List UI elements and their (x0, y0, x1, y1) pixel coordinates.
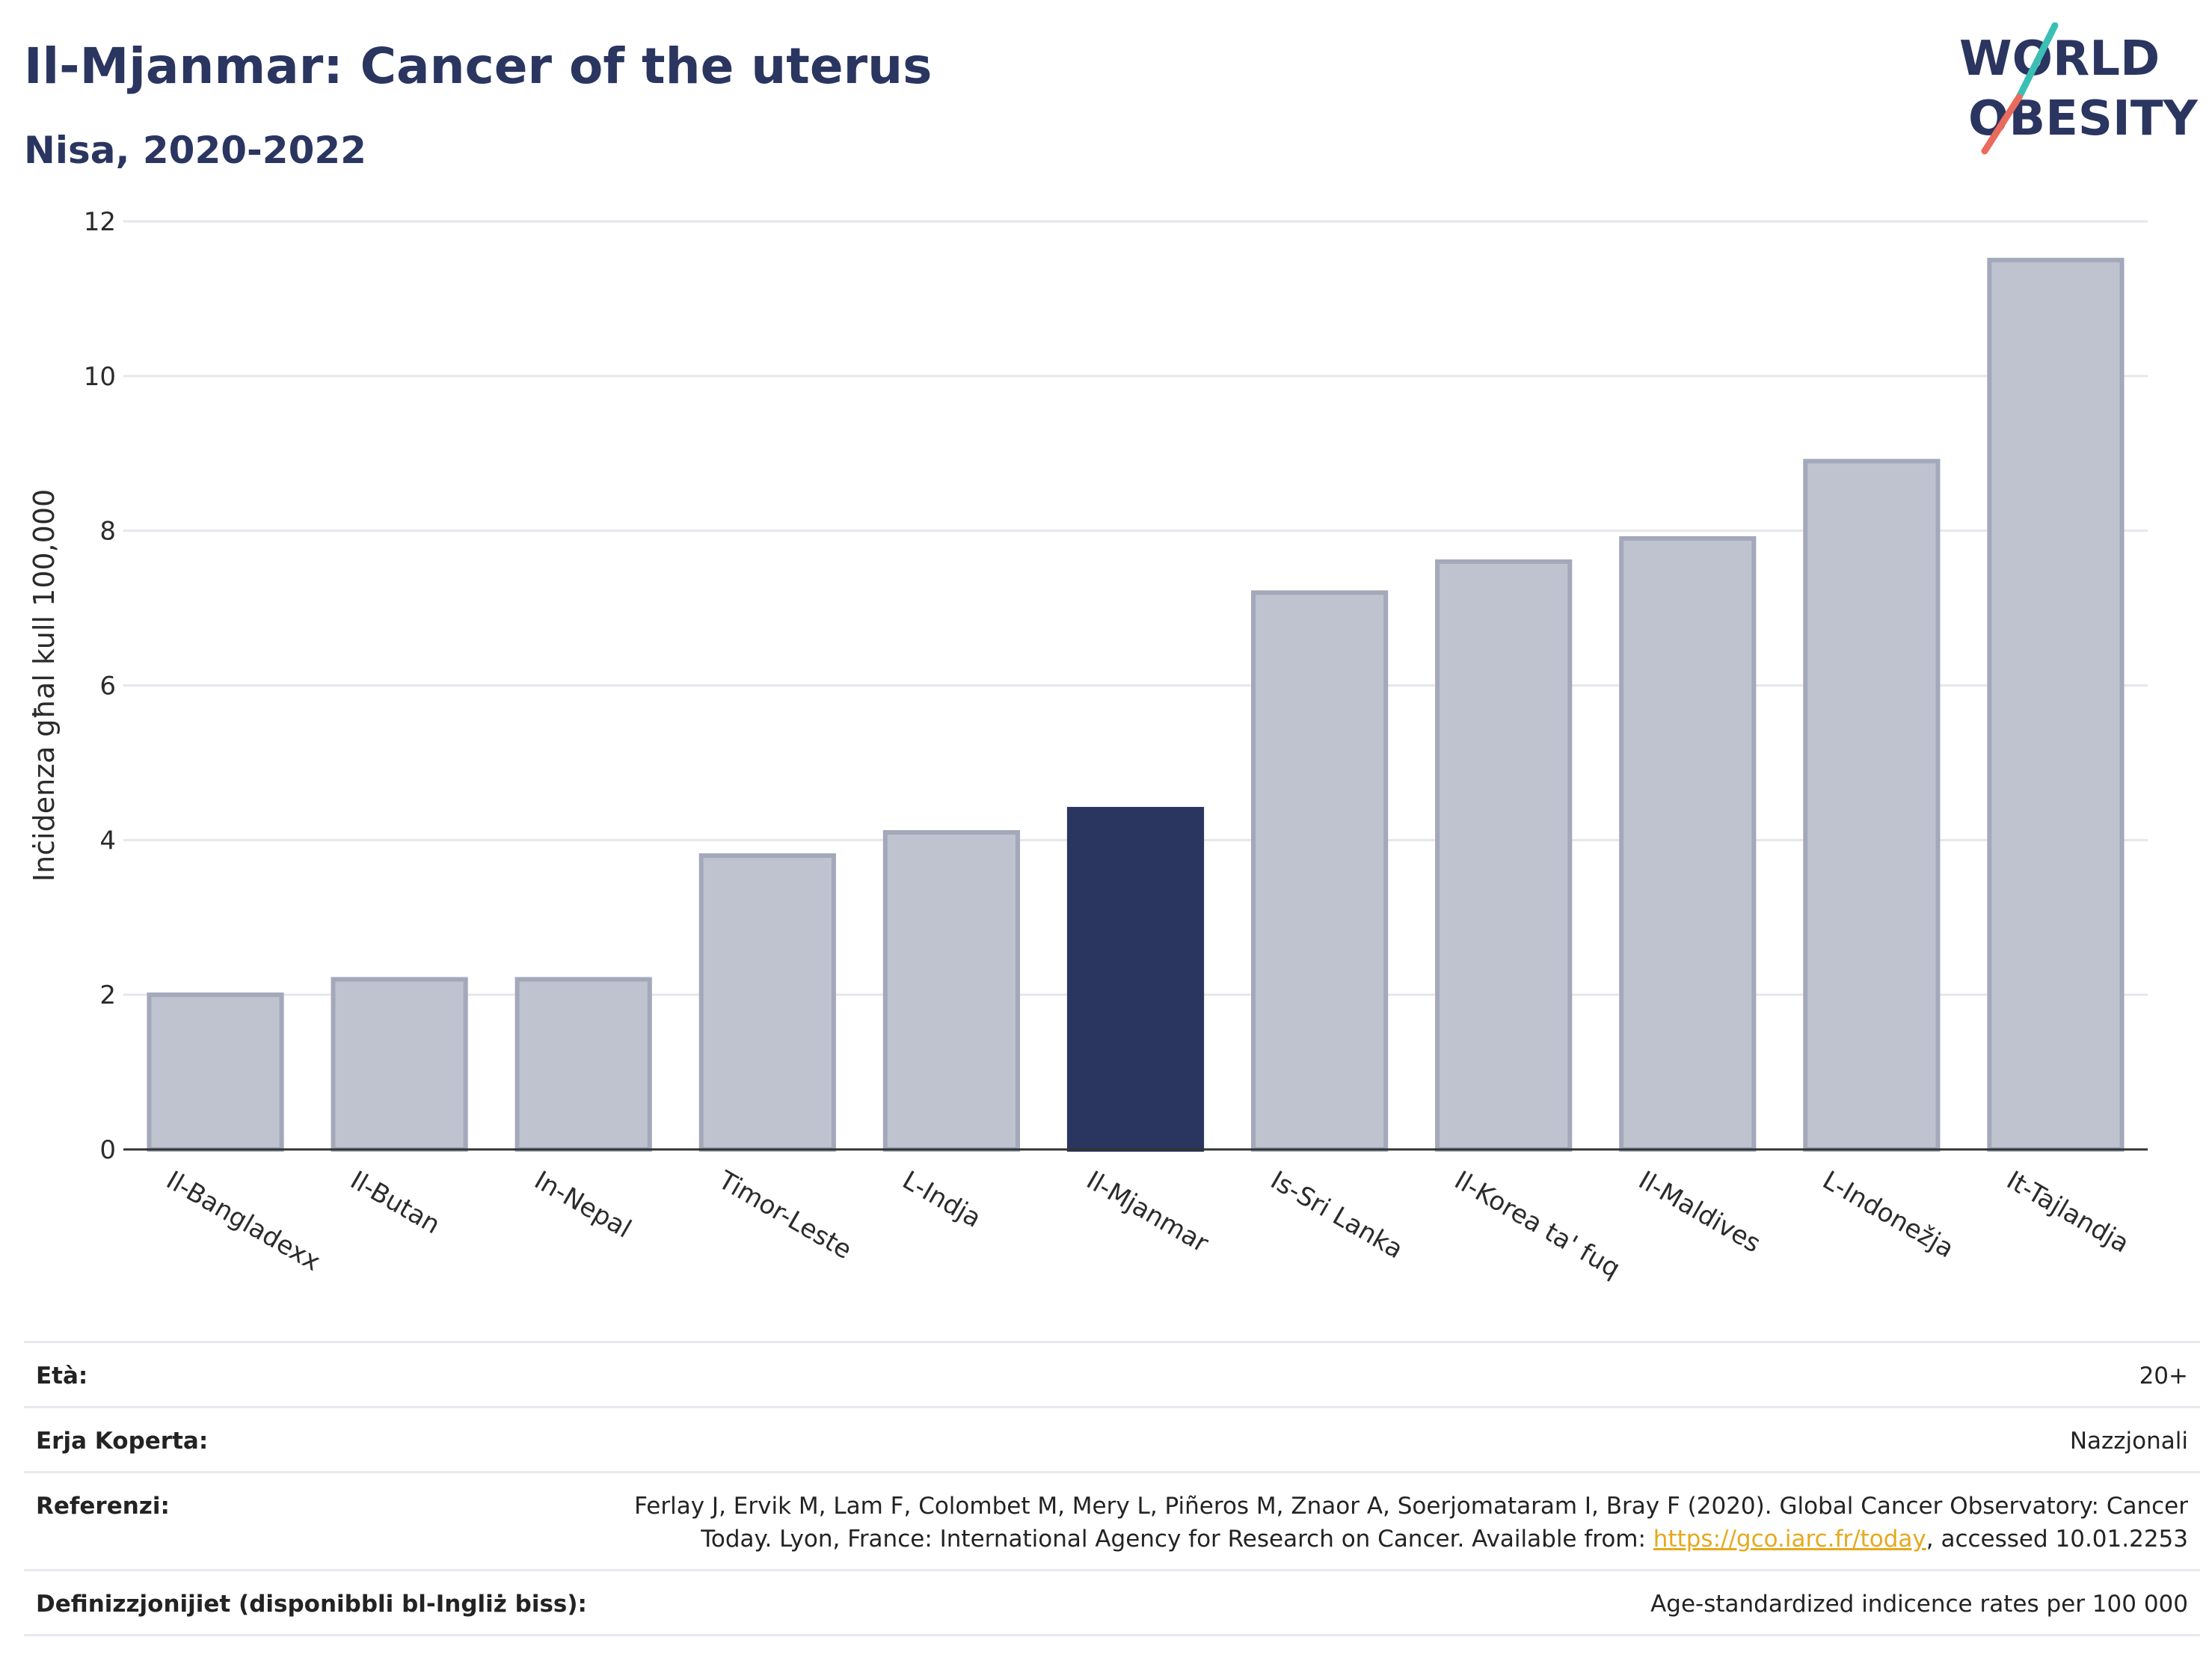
reference-accessed: , accessed 10.01.2253 (1926, 1526, 2188, 1553)
world-obesity-logo: WORLD OBESITY (1959, 22, 2198, 155)
logo-line1: WORLD (1959, 31, 2160, 87)
x-tick-label: Is-Sri Lanka (1265, 1165, 1408, 1265)
meta-label-area: Erja Koperta: (36, 1428, 209, 1455)
x-tick-label: Il-Bangladexx (162, 1165, 325, 1277)
logo-coral-stroke (1981, 93, 2023, 155)
bar (1250, 590, 1389, 1152)
meta-value-references: Ferlay J, Ervik M, Lam F, Colombet M, Me… (618, 1490, 2188, 1556)
meta-label-references: Referenzi: (36, 1493, 170, 1520)
y-tick-label: 2 (99, 980, 116, 1010)
y-tick-label: 6 (99, 672, 116, 701)
x-tick-label: It-Tajlandja (2001, 1165, 2133, 1259)
bar-chart: 0 2 4 6 8 10 12 Il-Bangladexx Il-Butan In-Nepal Ti… (28, 207, 2148, 1284)
metadata-table: Età: 20+ Erja Koperta: Nazzjonali Refere… (24, 1341, 2200, 1636)
bar (882, 829, 1021, 1152)
meta-row-definitions: Definizzjonijiet (disponibbli bl-Ingliż … (24, 1569, 2200, 1636)
x-tick-label: In-Nepal (529, 1165, 636, 1244)
y-tick-label: 0 (99, 1135, 116, 1165)
bar (1987, 257, 2125, 1152)
reference-text: Ferlay J, Ervik M, Lam F, Colombet M, Me… (634, 1493, 2188, 1553)
meta-value-area: Nazzjonali (2069, 1428, 2188, 1455)
bar-highlight (1066, 806, 1205, 1152)
x-tick-label: L-Indja (897, 1165, 986, 1234)
x-tick-label: Il-Korea ta' fuq (1449, 1165, 1625, 1284)
y-tick-label: 12 (84, 207, 116, 237)
meta-row-references: Referenzi: Ferlay J, Ervik M, Lam F, Col… (24, 1471, 2200, 1569)
page-title: Il-Mjanmar: Cancer of the uterus (24, 37, 933, 95)
y-axis-label: Inċidenza għal kull 100,000 (28, 489, 61, 882)
y-tick-label: 8 (99, 517, 116, 547)
bar (1619, 536, 1757, 1152)
reference-link[interactable]: https://gco.iarc.fr/today (1653, 1526, 1926, 1553)
x-tick-label: Timor-Leste (713, 1165, 857, 1265)
meta-label-age: Età: (36, 1363, 88, 1390)
meta-row-area: Erja Koperta: Nazzjonali (24, 1406, 2200, 1471)
y-tick-label: 10 (84, 362, 116, 392)
page-subtitle: Nisa, 2020-2022 (24, 129, 366, 172)
bar (514, 977, 652, 1152)
bar (698, 853, 836, 1152)
logo-teal-stroke (2015, 22, 2059, 101)
bar (1803, 458, 1941, 1152)
meta-value-age: 20+ (2139, 1363, 2188, 1390)
meta-label-definitions: Definizzjonijiet (disponibbli bl-Ingliż … (36, 1591, 587, 1618)
x-tick-label: Il-Butan (345, 1165, 446, 1240)
x-tick-label: Il-Mjanmar (1081, 1165, 1214, 1259)
bar (1435, 559, 1573, 1152)
meta-value-definitions: Age-standardized indicence rates per 100… (1650, 1591, 2188, 1618)
x-tick-label: L-Indonežja (1817, 1165, 1958, 1264)
bar (331, 977, 468, 1152)
x-tick-label: Il-Maldives (1633, 1165, 1766, 1259)
meta-row-age: Età: 20+ (24, 1341, 2200, 1406)
bar (147, 992, 284, 1152)
y-tick-label: 4 (99, 826, 116, 856)
